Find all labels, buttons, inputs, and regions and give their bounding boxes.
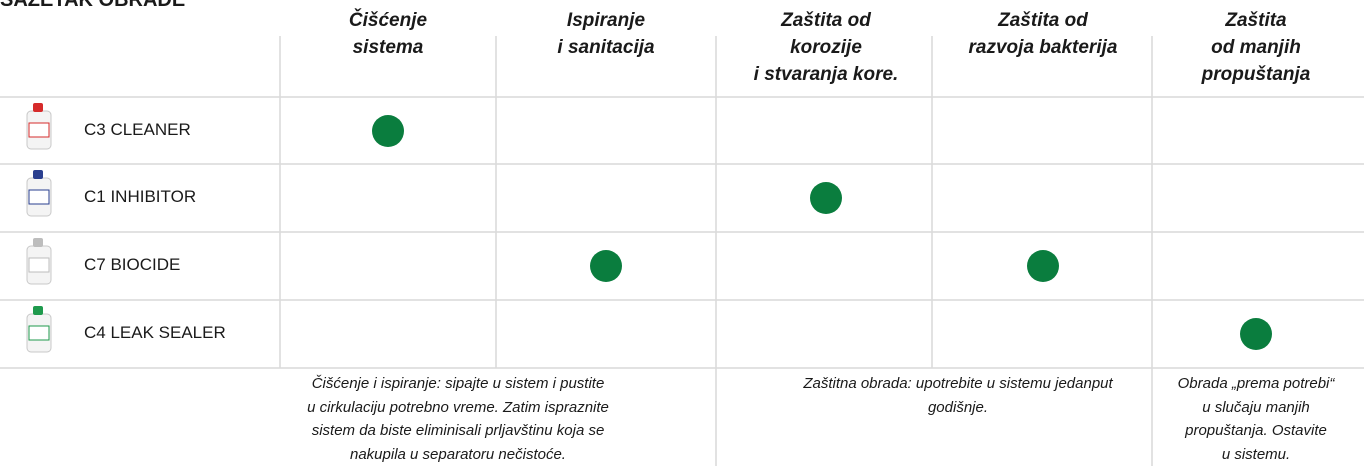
- note-line: nakupila u separatoru nečistoće.: [248, 446, 668, 463]
- product-name: C4 LEAK SEALER: [84, 323, 226, 343]
- note-line: u sistemu.: [1046, 446, 1364, 463]
- bottle-label: [29, 190, 49, 204]
- column-header: Ispiranje: [486, 10, 726, 32]
- product-name: C1 INHIBITOR: [84, 187, 196, 207]
- check-dot: [810, 182, 842, 214]
- note-line: Obrada „prema potrebi“: [1046, 375, 1364, 392]
- column-header: Zaštita: [1136, 10, 1364, 32]
- column-header: Čišćenje: [268, 10, 508, 32]
- bottle-cap: [33, 170, 43, 179]
- page: SAŽETAK OBRADE Čišćenje sistema Ispiranje i…: [0, 0, 1364, 466]
- bottle-cap: [33, 103, 43, 112]
- note-line: u slučaju manjih: [1046, 399, 1364, 416]
- column-header: od manjih: [1136, 37, 1364, 59]
- note-line: Čišćenje i ispiranje: sipajte u sistem i…: [248, 375, 668, 392]
- column-header: razvoja bakterija: [923, 37, 1163, 59]
- column-header: sistema: [268, 37, 508, 59]
- check-dot: [590, 250, 622, 282]
- column-header: i stvaranja kore.: [706, 64, 946, 86]
- check-dot: [1027, 250, 1059, 282]
- page-title: SAŽETAK OBRADE: [0, 0, 185, 12]
- check-dot: [372, 115, 404, 147]
- column-header: propuštanja: [1136, 64, 1364, 86]
- column-header: Zaštita od: [923, 10, 1163, 32]
- bottle-cap: [33, 238, 43, 247]
- note-line: u cirkulaciju potrebno vreme. Zatim ispr…: [248, 399, 668, 416]
- bottle-label: [29, 258, 49, 272]
- bottle-label: [29, 326, 49, 340]
- column-header: i sanitacija: [486, 37, 726, 59]
- bottle-label: [29, 123, 49, 137]
- note-line: sistem da biste eliminisali prljavštinu …: [248, 422, 668, 439]
- product-name: C7 BIOCIDE: [84, 255, 180, 275]
- column-header: korozije: [706, 37, 946, 59]
- bottle-cap: [33, 306, 43, 315]
- column-header: Zaštita od: [706, 10, 946, 32]
- note-line: propuštanja. Ostavite: [1046, 422, 1364, 439]
- product-name: C3 CLEANER: [84, 120, 191, 140]
- check-dot: [1240, 318, 1272, 350]
